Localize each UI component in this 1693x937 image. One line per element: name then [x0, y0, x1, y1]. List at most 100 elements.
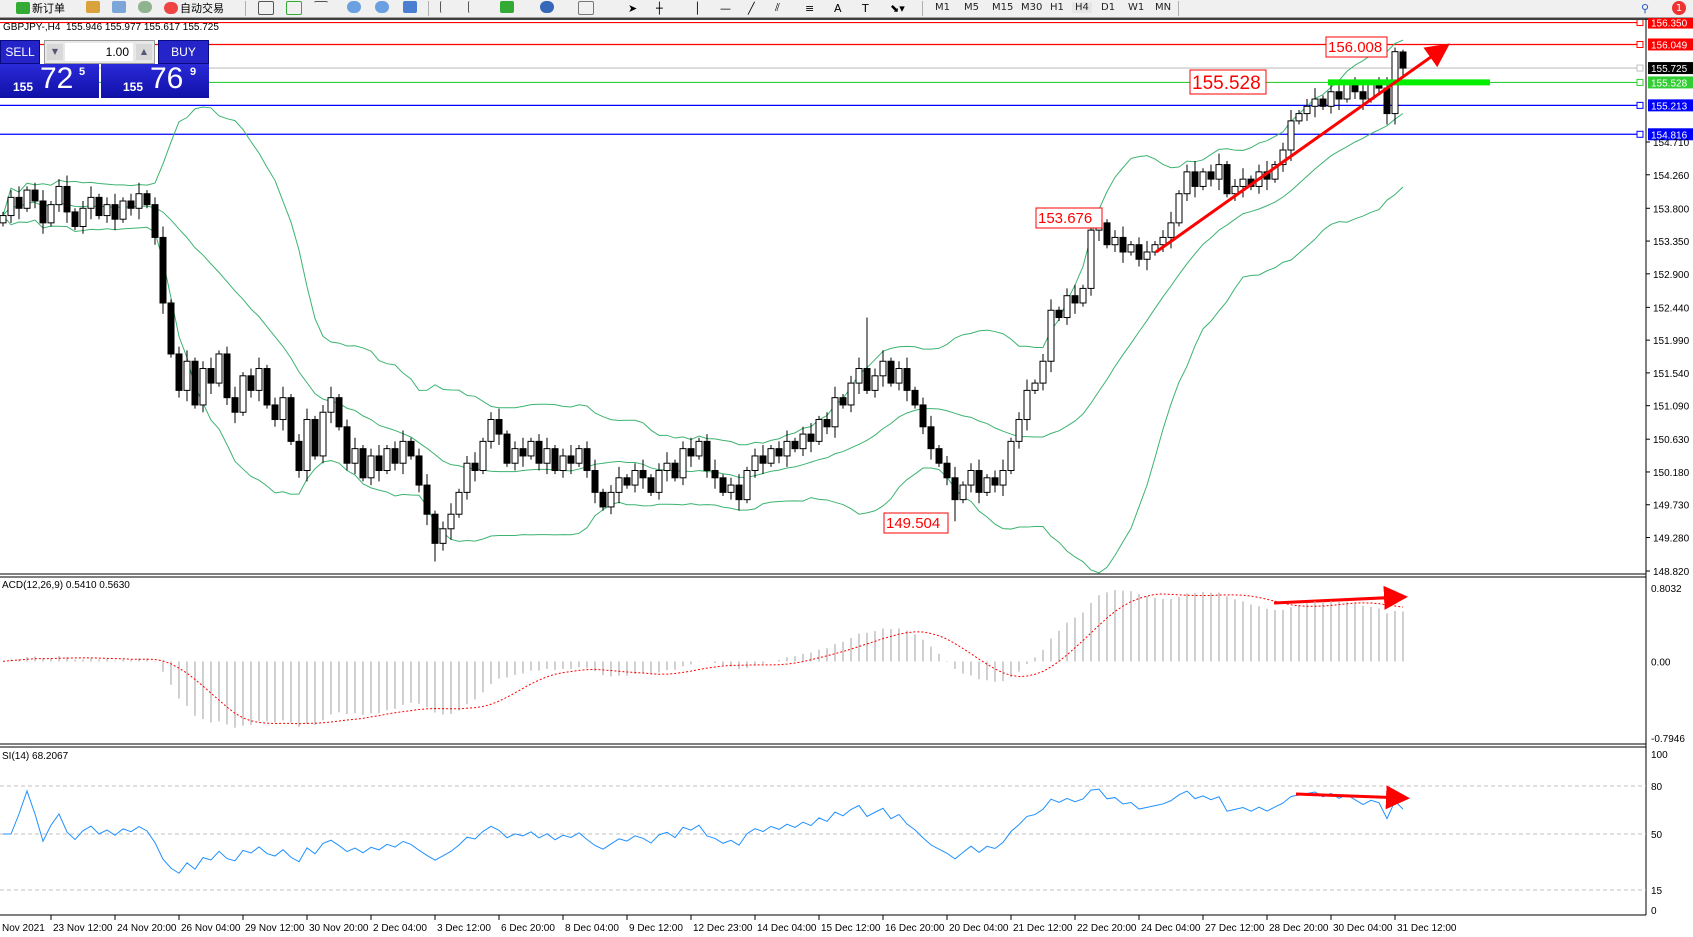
templates-icon[interactable]: [578, 1, 594, 15]
bar-chart-icon[interactable]: [258, 1, 274, 15]
periods-clock-icon[interactable]: [540, 1, 554, 13]
zoom-out-icon[interactable]: [375, 1, 389, 13]
crosshair-icon[interactable]: ┼: [656, 1, 663, 15]
lot-stepper[interactable]: ▼ 1.00 ▲: [44, 40, 155, 64]
timeframe-mn[interactable]: MN: [1155, 2, 1172, 13]
buy-price[interactable]: 155 76 9: [101, 62, 209, 98]
x-tick-label: 30 Dec 04:00: [1333, 923, 1393, 934]
price-level-tag: [1648, 16, 1693, 29]
candlestick-icon[interactable]: [286, 1, 302, 15]
x-tick-label: 31 Dec 12:00: [1397, 923, 1457, 934]
bull-candle: [47, 204, 55, 224]
data-window-icon[interactable]: [112, 1, 126, 13]
timeframe-h1[interactable]: H1: [1050, 2, 1064, 13]
chart-shift-icon[interactable]: [468, 1, 483, 13]
horizontal-line-icon[interactable]: —: [720, 1, 731, 15]
fibonacci-icon[interactable]: ≡: [805, 1, 815, 15]
bull-candle: [367, 455, 375, 479]
text-icon[interactable]: A: [834, 1, 842, 15]
timeframe-w1[interactable]: W1: [1128, 2, 1145, 13]
text-label-icon[interactable]: T: [862, 1, 869, 15]
y-tick-label: 150.180: [1653, 468, 1690, 479]
timeframe-m1[interactable]: M1: [935, 2, 950, 13]
bull-candle: [1047, 309, 1055, 362]
y-tick-label: 153.800: [1653, 204, 1690, 215]
lot-input[interactable]: 1.00: [65, 43, 133, 61]
bull-candle: [799, 433, 807, 450]
y-tick-label: 150.630: [1653, 435, 1690, 446]
bear-candle: [1335, 91, 1343, 100]
bull-candle: [479, 440, 487, 472]
y-tick-label: 151.090: [1653, 402, 1690, 413]
bear-candle: [159, 236, 167, 304]
timeframe-d1[interactable]: D1: [1101, 2, 1116, 13]
lot-increase-button[interactable]: ▲: [136, 44, 152, 60]
bull-candle: [1175, 193, 1183, 224]
new-order-button[interactable]: 新订单: [16, 1, 65, 15]
x-tick-label: 14 Dec 04:00: [757, 923, 817, 934]
bull-candle: [1295, 113, 1303, 122]
bear-candle: [391, 448, 399, 464]
bear-candle: [1103, 222, 1111, 246]
x-tick-label: 9 Dec 12:00: [629, 923, 683, 934]
bull-candle: [1087, 229, 1095, 289]
tile-windows-icon[interactable]: [403, 1, 417, 13]
timeframe-m30[interactable]: M30: [1021, 2, 1043, 13]
bear-candle: [1351, 83, 1359, 93]
bull-candle: [967, 470, 975, 486]
auto-scroll-icon[interactable]: [440, 1, 455, 13]
equidistant-channel-icon[interactable]: ⫽: [775, 1, 780, 14]
low-label-149504: 149.504: [886, 515, 940, 532]
level-label-155528-box: [1189, 69, 1267, 95]
timeframe-m5[interactable]: M5: [964, 2, 979, 13]
x-tick-label: 24 Dec 04:00: [1141, 923, 1201, 934]
sell-price[interactable]: 155 72 5: [0, 62, 99, 98]
bull-candle: [663, 462, 671, 472]
rsi-tick-label: 15: [1651, 886, 1663, 897]
bear-candle: [423, 484, 431, 515]
price-level-tag: [1648, 99, 1693, 112]
bull-candle: [607, 491, 615, 508]
bull-candle: [767, 448, 775, 464]
indicators-icon[interactable]: [500, 1, 514, 13]
notification-badge[interactable]: 1: [1672, 1, 1686, 15]
bull-candle: [1271, 164, 1279, 180]
trendline-icon[interactable]: ╱: [748, 1, 755, 15]
y-tick-label: 154.260: [1653, 171, 1690, 182]
bear-candle: [407, 440, 415, 457]
vertical-line-icon[interactable]: │: [694, 1, 701, 15]
bear-candle: [375, 455, 383, 472]
market-watch-icon[interactable]: [86, 1, 100, 13]
bull-candle: [615, 477, 623, 493]
bear-candle: [647, 477, 655, 493]
line-chart-icon[interactable]: [314, 1, 328, 14]
bear-candle: [719, 477, 727, 493]
bear-candle: [519, 448, 527, 457]
sell-button[interactable]: SELL: [0, 40, 40, 64]
bull-candle: [815, 419, 823, 442]
price-level-value: 154.816: [1651, 130, 1688, 141]
x-tick-label: 29 Nov 12:00: [245, 923, 305, 934]
ohlc-readout: 155.946 155.977 155.617 155.725: [66, 22, 219, 33]
bull-candle: [1143, 251, 1151, 260]
lot-decrease-button[interactable]: ▼: [47, 44, 63, 60]
bull-candle: [1039, 360, 1047, 384]
bear-candle: [63, 185, 71, 213]
auto-trading-button[interactable]: 自动交易: [164, 1, 224, 15]
price-level-value: 156.350: [1651, 19, 1688, 30]
zoom-in-icon[interactable]: [347, 1, 361, 13]
bull-candle: [1183, 171, 1191, 195]
timeframe-m15[interactable]: M15: [992, 2, 1014, 13]
buy-button[interactable]: BUY: [158, 40, 209, 64]
bear-candle: [495, 419, 503, 435]
arrows-icon[interactable]: ⬊▾: [890, 1, 905, 15]
bear-candle: [39, 200, 47, 224]
one-click-trading-panel: SELL ▼ 1.00 ▲ BUY 155 72 5 155 76 9: [0, 40, 209, 98]
signal-icon[interactable]: [138, 1, 152, 13]
cursor-icon[interactable]: ➤: [628, 1, 638, 15]
search-icon[interactable]: ⚲: [1641, 1, 1650, 15]
bear-candle: [167, 302, 175, 355]
timeframe-h4[interactable]: H4: [1072, 2, 1092, 13]
symbol-period: GBPJPY-,H4: [3, 22, 61, 33]
